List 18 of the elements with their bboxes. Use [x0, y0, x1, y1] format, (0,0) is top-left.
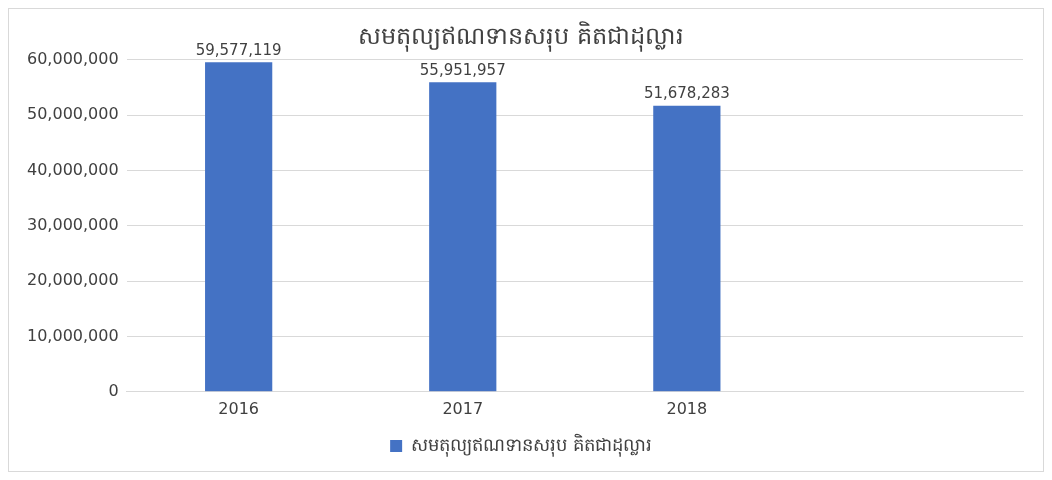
- y-tick-label: 30,000,000: [27, 214, 119, 234]
- x-tick-label: 2017: [442, 398, 484, 418]
- chart-title: សមតុល្យឥណទានសរុប គិតជាដុល្លារ: [358, 20, 684, 52]
- y-tick-label: 60,000,000: [27, 48, 119, 68]
- y-tick-label: 50,000,000: [27, 104, 119, 124]
- data-label: 55,951,957: [419, 60, 506, 79]
- y-tick-label: 40,000,000: [27, 159, 119, 179]
- bar: [653, 105, 721, 392]
- x-tick-label: 2016: [218, 398, 260, 418]
- y-tick-label: 0: [108, 380, 119, 400]
- y-tick-label: 10,000,000: [27, 325, 119, 345]
- bar: [205, 62, 273, 392]
- y-tick-label: 20,000,000: [27, 270, 119, 290]
- data-label: 51,678,283: [643, 84, 730, 103]
- legend-label: សមតុល្យឥណទានសរុប គិតជាដុល្លារ: [411, 432, 652, 457]
- data-label: 59,577,119: [195, 40, 282, 59]
- bar: [429, 82, 497, 392]
- x-tick-label: 2018: [666, 398, 708, 418]
